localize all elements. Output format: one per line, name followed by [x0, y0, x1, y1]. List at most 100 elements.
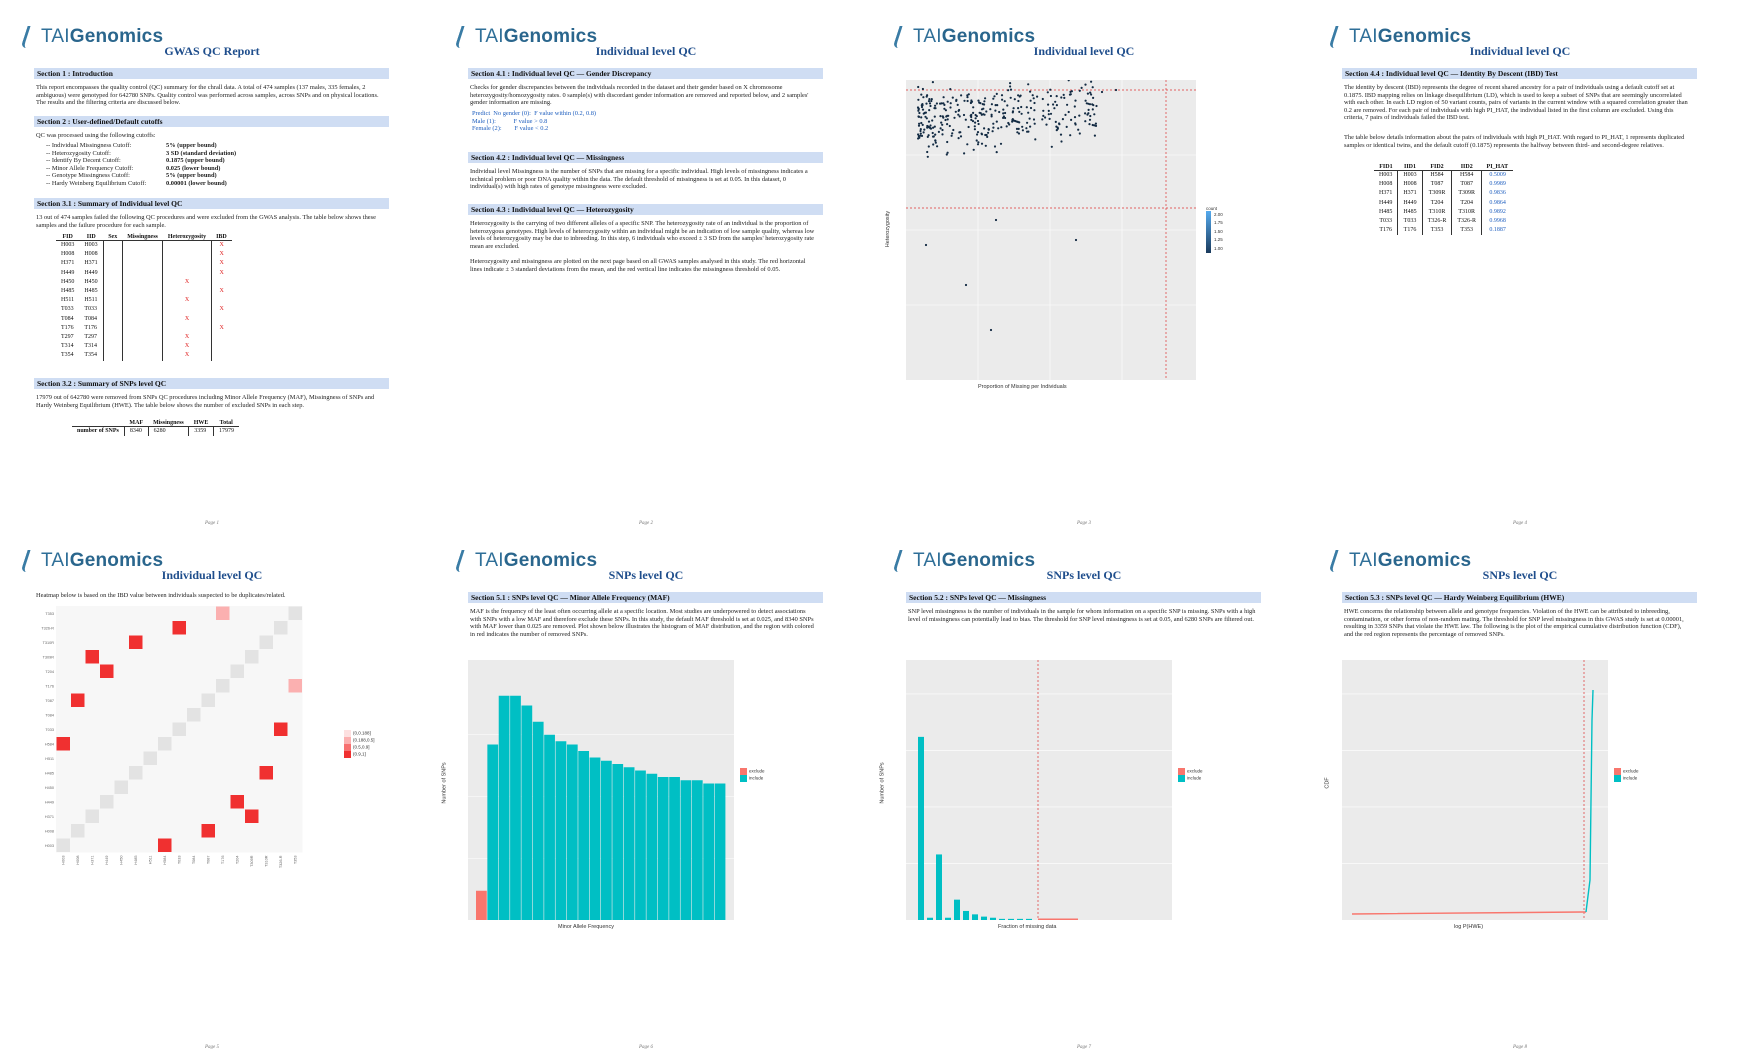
- page-footer: Page 8: [1512, 1045, 1528, 1050]
- scatter-point: [1048, 117, 1051, 120]
- scatter-point: [952, 128, 955, 132]
- scatter-point: [977, 122, 980, 126]
- scatter-point: [937, 130, 940, 133]
- cutoff-label: -- Individual Missingness Cutoff:: [46, 142, 132, 149]
- column-header: IBD: [211, 234, 232, 241]
- column-header: Missingness: [148, 420, 189, 427]
- scatter-point: [1033, 122, 1036, 125]
- scatter-point: [917, 85, 920, 89]
- section-header: Section 1 : Introduction: [34, 68, 389, 79]
- scatter-point: [1005, 125, 1008, 128]
- table-cell: X: [162, 296, 212, 306]
- scatter-point: [1002, 108, 1005, 111]
- heatmap-row-label: H003: [45, 844, 54, 848]
- page-title: SNPs level QC: [1482, 568, 1558, 582]
- scatter-point: [931, 119, 934, 122]
- y-axis-label: Heterozygosity: [885, 210, 892, 248]
- cutoff-label: -- Hardy Weinberg Equilibrium Cutoff:: [46, 179, 147, 187]
- table-cell: 0.1887: [1481, 226, 1514, 236]
- bar-included: [498, 695, 510, 920]
- heatmap-row-label: H450: [45, 786, 54, 790]
- scatter-point: [1060, 96, 1063, 99]
- section-header: Section 4.4 : Individual level QC — Iden…: [1342, 68, 1697, 79]
- table-cell: [210, 342, 232, 352]
- legend-swatch: [344, 744, 351, 751]
- scatter-point: [956, 103, 959, 106]
- cutoff-label: -- Heterozygosity Cutoff:: [46, 149, 111, 157]
- scatter-point: [1088, 118, 1092, 121]
- table-cell: X: [162, 314, 212, 324]
- scatter-point: [977, 99, 980, 102]
- scatter-point: [958, 108, 961, 112]
- section-header: Section 5.3 : SNPs level QC — Hardy Wein…: [1342, 592, 1697, 603]
- bar-included: [646, 773, 658, 920]
- table-cell: [162, 287, 212, 297]
- scatter-point: [920, 116, 923, 119]
- cutoff-value: 5% (upper bound): [166, 142, 217, 149]
- scatter-point: [976, 143, 980, 146]
- outlier-point: [989, 328, 993, 332]
- scatter-point: [1084, 112, 1087, 115]
- scatter-point: [1028, 117, 1031, 120]
- table-cell: T354: [84, 352, 98, 359]
- heatmap-row-label: H485: [45, 771, 54, 775]
- scatter-point: [921, 104, 924, 107]
- scatter-point: [921, 87, 924, 91]
- scatter-point: [1060, 140, 1063, 143]
- section-header: Section 3.1 : Summary of Individual leve…: [34, 198, 389, 209]
- table-cell: [121, 268, 163, 278]
- y-axis-label: Number of SNPs: [879, 762, 886, 804]
- heatmap-row-label: T309R: [43, 655, 55, 659]
- scatter-point: [934, 133, 937, 136]
- scatter-point: [1027, 111, 1030, 114]
- scatter-point: [931, 81, 934, 84]
- table-cell: 0.9892: [1481, 207, 1514, 218]
- table-row: H511 H511 X: [56, 296, 232, 306]
- heatmap-col-label: H003: [61, 856, 65, 865]
- cutoff-value: 5% (upper bound): [166, 172, 217, 180]
- scatter-point: [1034, 138, 1037, 141]
- section-header: Section 3.2 : Summary of SNPs level QC: [34, 378, 389, 389]
- scatter-point: [921, 123, 924, 126]
- scatter-point: [1042, 114, 1045, 117]
- scatter-point: [992, 97, 995, 100]
- scatter-point: [1062, 93, 1065, 96]
- scatter-point: [1015, 127, 1019, 130]
- company-logo: TAIGenomics: [20, 24, 163, 50]
- scatter-point: [1025, 127, 1028, 130]
- scatter-point: [932, 135, 935, 138]
- section-header: Section 4.2 : Individual level QC — Miss…: [468, 152, 823, 163]
- table-cell: H008: [1397, 180, 1423, 190]
- table-row: T033 T033 X: [56, 305, 232, 315]
- table-cell: [121, 250, 163, 260]
- table-row: H003 H003 H584 H584 0.5009: [1374, 170, 1514, 181]
- table-cell: T176: [1397, 226, 1423, 236]
- scatter-point: [972, 111, 975, 114]
- gender-criterion: Predict No gender (0): F value within (0…: [472, 110, 597, 117]
- scatter-point: [955, 98, 958, 101]
- heatmap-row-label: H008: [45, 829, 54, 833]
- heatmap-row-label: H371: [45, 815, 54, 819]
- scatter-point: [1002, 116, 1005, 119]
- scatter-point: [1025, 106, 1028, 109]
- heatmap-diagonal-cell: [71, 824, 85, 838]
- scatter-point: [1002, 112, 1005, 115]
- cutoff-value: 0.025 (lower bound): [166, 164, 221, 172]
- heterozygosity-scatter-plot: [906, 73, 1196, 380]
- scatter-point: [941, 123, 944, 126]
- scatter-point: [1041, 118, 1044, 121]
- table-cell: H449: [1397, 198, 1423, 208]
- table-cell: 0.9968: [1481, 217, 1514, 227]
- heatmap-col-label: T309R: [250, 855, 254, 867]
- scatter-point: [987, 128, 990, 131]
- table-cell: H003: [1397, 170, 1423, 181]
- legend-label: (0.9,1]: [353, 751, 366, 757]
- heatmap-diagonal-cell: [100, 795, 114, 809]
- table-cell: T204: [1421, 198, 1452, 208]
- table-cell: H003: [61, 242, 75, 248]
- scatter-point: [1049, 112, 1053, 115]
- table-row: T084 T084 X: [56, 314, 232, 324]
- intro-text: This report encompasses the quality cont…: [36, 84, 379, 107]
- ibd-heatmap: H003 H003 H008 H008 H371 H371 H449 H449 H450 H450…: [41, 606, 303, 868]
- heatmap-col-label: T326-R: [279, 855, 283, 868]
